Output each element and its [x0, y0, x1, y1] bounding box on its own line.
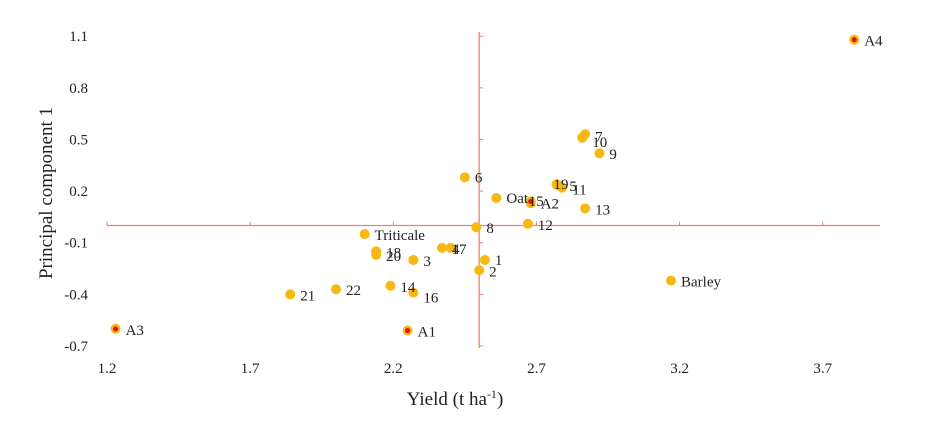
data-point-8 [471, 222, 482, 233]
point-label-14: 14 [400, 280, 416, 296]
point-label-17: 17 [452, 242, 468, 258]
point-label-21: 21 [300, 288, 315, 304]
data-point-6 [459, 172, 470, 183]
data-points [110, 34, 860, 336]
data-point-4 [436, 242, 447, 253]
y-tick-labels: 1.1 0.8 0.5 0.2 -0.1 -0.4 -0.7 [64, 29, 88, 355]
data-point-center-A4 [851, 37, 857, 43]
data-point-21 [285, 289, 296, 300]
data-point-Barley [666, 275, 677, 286]
point-label-1: 1 [495, 253, 503, 269]
x-tick-label: 1.7 [241, 361, 260, 377]
point-label-3: 3 [423, 254, 431, 270]
data-point-1 [479, 254, 490, 265]
point-label-4: 4 [452, 242, 460, 258]
data-point-17 [445, 242, 456, 253]
data-point-12 [522, 218, 533, 229]
y-tick-label: 0.5 [69, 132, 88, 148]
y-tick-label: -0.7 [64, 339, 88, 355]
point-label-A3: A3 [126, 323, 144, 339]
data-point-9 [594, 148, 605, 159]
y-tick-label: 0.8 [69, 81, 88, 97]
x-tick-label: 2.7 [527, 361, 546, 377]
x-tick-label: 2.2 [384, 361, 403, 377]
point-label-A2: A2 [541, 196, 559, 212]
data-point-13 [580, 203, 591, 214]
data-point-20 [371, 249, 382, 260]
data-point-center-A3 [112, 326, 119, 332]
data-point-3 [408, 254, 419, 265]
point-label-A4: A4 [864, 34, 883, 50]
y-tick-label: 1.1 [69, 29, 88, 45]
x-tick-label: 1.2 [98, 361, 117, 377]
x-tick-label: 3.2 [670, 361, 689, 377]
point-label-18: 18 [386, 245, 401, 261]
x-tick-labels: 1.2 1.7 2.2 2.7 3.2 3.7 [98, 361, 833, 377]
point-label-8: 8 [486, 221, 494, 237]
data-point-center-A1 [405, 327, 411, 334]
point-label-15: 15 [529, 194, 544, 210]
data-point-10 [577, 132, 588, 143]
y-axis-title: Principal component 1 [36, 107, 57, 279]
point-label-20: 20 [386, 249, 401, 265]
point-label-Barley: Barley [681, 275, 721, 291]
data-point-14 [385, 280, 396, 291]
point-label-22: 22 [346, 283, 361, 299]
data-point-19 [551, 179, 562, 190]
point-label-Triticale: Triticale [375, 228, 426, 244]
point-label-12: 12 [538, 218, 553, 234]
point-label-10: 10 [592, 135, 607, 151]
point-label-11: 11 [572, 183, 586, 199]
point-label-6: 6 [475, 170, 483, 186]
point-label-19: 19 [553, 177, 568, 193]
point-label-13: 13 [595, 202, 610, 218]
data-point-16 [408, 287, 419, 298]
y-tick-label: 0.2 [69, 184, 88, 200]
point-label-A1: A1 [418, 325, 436, 341]
data-point-Oat [491, 192, 502, 203]
data-point-2 [474, 265, 485, 276]
point-label-16: 16 [423, 291, 439, 307]
y-tick-label: -0.1 [64, 236, 88, 252]
data-point-center-A2 [528, 198, 534, 205]
point-label-7: 7 [595, 129, 603, 145]
data-point-22 [331, 284, 342, 295]
point-label-5: 5 [569, 179, 577, 195]
y-tick-label: -0.4 [64, 287, 88, 303]
point-label-9: 9 [609, 147, 617, 163]
x-tick-label: 3.7 [813, 361, 832, 377]
x-axis-title: Yield (t ha-1) [407, 387, 504, 410]
data-point-Triticale [359, 229, 370, 240]
crosshair-axes [106, 32, 880, 348]
point-label-Oat: Oat [506, 191, 528, 207]
point-label-2: 2 [489, 264, 497, 280]
